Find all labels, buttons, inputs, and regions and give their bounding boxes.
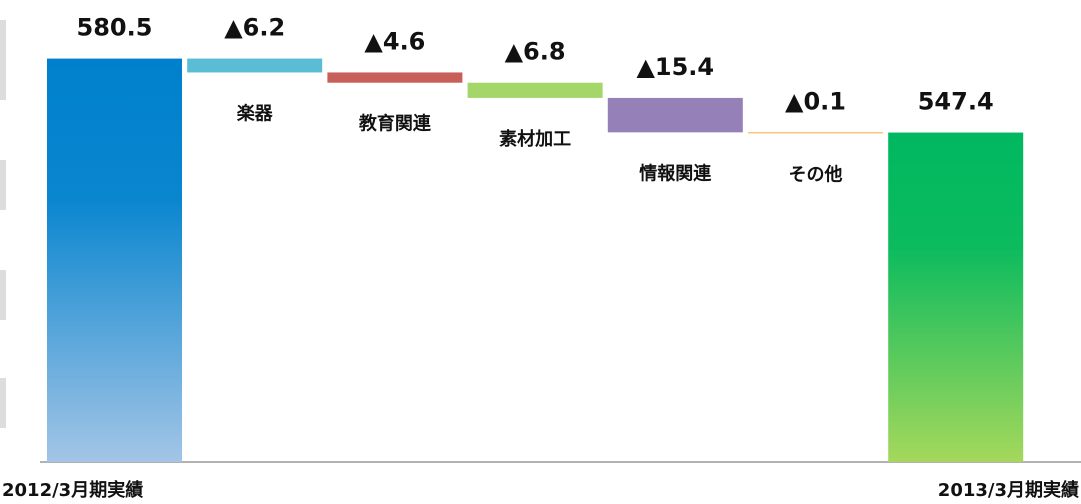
category-label: 2012/3月期実績: [2, 479, 143, 501]
value-label: ▲0.1: [785, 87, 846, 115]
value-label: ▲15.4: [636, 53, 714, 81]
category-label: その他: [789, 163, 843, 185]
bar: [888, 132, 1024, 462]
category-label: 情報関連: [639, 162, 712, 184]
bar: [187, 58, 323, 73]
bar: [748, 132, 883, 134]
value-label: 580.5: [77, 14, 153, 42]
value-label: 547.4: [918, 88, 994, 116]
bar: [47, 58, 182, 463]
bar: [467, 82, 603, 98]
category-label: 教育関連: [359, 113, 432, 135]
value-label: ▲6.8: [505, 38, 566, 66]
left-edge: [0, 20, 6, 428]
value-label: ▲6.2: [224, 14, 285, 42]
category-label: 素材加工: [499, 128, 571, 150]
category-label: 2013/3月期実績: [938, 479, 1079, 501]
category-label: 楽器: [237, 102, 274, 124]
value-label: ▲4.6: [364, 27, 425, 55]
bar: [327, 72, 463, 83]
bar: [607, 97, 743, 133]
